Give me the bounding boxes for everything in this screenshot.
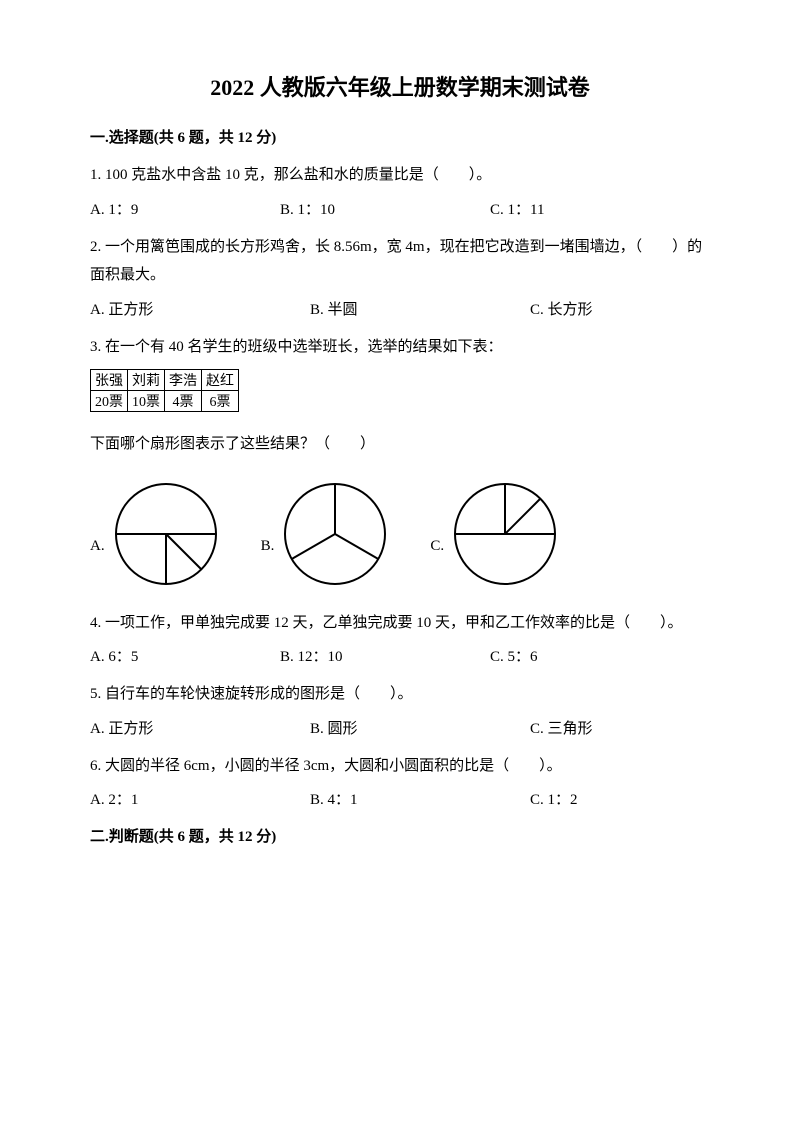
pie-option-c: C. xyxy=(430,479,560,589)
q6-option-c: C. 1：2 xyxy=(530,788,578,809)
question-5-text: 5. 自行车的车轮快速旋转形成的图形是（ ）。 xyxy=(90,680,710,709)
exam-title: 2022 人教版六年级上册数学期末测试卷 xyxy=(90,70,710,102)
question-5-options: A. 正方形 B. 圆形 C. 三角形 xyxy=(90,717,710,738)
question-3-text: 3. 在一个有 40 名学生的班级中选举班长，选举的结果如下表： xyxy=(90,333,710,362)
question-2-options: A. 正方形 B. 半圆 C. 长方形 xyxy=(90,298,710,319)
q1-option-b: B. 1：10 xyxy=(280,198,490,219)
q5-option-a: A. 正方形 xyxy=(90,717,310,738)
table-cell: 20票 xyxy=(91,391,128,412)
question-4-options: A. 6：5 B. 12：10 C. 5：6 xyxy=(90,645,710,666)
section-1-header: 一.选择题(共 6 题，共 12 分) xyxy=(90,126,710,147)
table-cell: 4票 xyxy=(165,391,202,412)
table-row: 张强 刘莉 李浩 赵红 xyxy=(91,370,239,391)
vote-table: 张强 刘莉 李浩 赵红 20票 10票 4票 6票 xyxy=(90,369,239,412)
table-header-cell: 张强 xyxy=(91,370,128,391)
q4-option-b: B. 12：10 xyxy=(280,645,490,666)
q5-option-c: C. 三角形 xyxy=(530,717,593,738)
question-3-text2: 下面哪个扇形图表示了这些结果？（ ） xyxy=(90,430,710,459)
exam-page: 2022 人教版六年级上册数学期末测试卷 一.选择题(共 6 题，共 12 分)… xyxy=(0,0,800,900)
question-4-text: 4. 一项工作，甲单独完成要 12 天，乙单独完成要 10 天，甲和乙工作效率的… xyxy=(90,609,710,638)
q6-option-a: A. 2：1 xyxy=(90,788,310,809)
q1-option-c: C. 1：11 xyxy=(490,198,670,219)
pie-label-c: C. xyxy=(430,538,444,589)
question-1-text: 1. 100 克盐水中含盐 10 克，那么盐和水的质量比是（ ）。 xyxy=(90,161,710,190)
question-1-options: A. 1：9 B. 1：10 C. 1：11 xyxy=(90,198,710,219)
question-6-text: 6. 大圆的半径 6cm，小圆的半径 3cm，大圆和小圆面积的比是（ ）。 xyxy=(90,752,710,781)
table-header-cell: 刘莉 xyxy=(128,370,165,391)
table-header-cell: 李浩 xyxy=(165,370,202,391)
q6-option-b: B. 4：1 xyxy=(310,788,530,809)
table-cell: 10票 xyxy=(128,391,165,412)
table-header-cell: 赵红 xyxy=(202,370,239,391)
question-2-text: 2. 一个用篱笆围成的长方形鸡舍，长 8.56m，宽 4m，现在把它改造到一堵围… xyxy=(90,233,710,290)
pie-chart-a-icon xyxy=(111,479,221,589)
q1-option-a: A. 1：9 xyxy=(90,198,280,219)
pie-option-b: B. xyxy=(261,479,391,589)
q4-option-c: C. 5：6 xyxy=(490,645,670,666)
question-6-options: A. 2：1 B. 4：1 C. 1：2 xyxy=(90,788,710,809)
pie-chart-b-icon xyxy=(280,479,390,589)
section-2-header: 二.判断题(共 6 题，共 12 分) xyxy=(90,825,710,846)
pie-label-b: B. xyxy=(261,538,275,589)
q5-option-b: B. 圆形 xyxy=(310,717,530,738)
table-row: 20票 10票 4票 6票 xyxy=(91,391,239,412)
q2-option-a: A. 正方形 xyxy=(90,298,310,319)
pie-label-a: A. xyxy=(90,538,105,589)
table-cell: 6票 xyxy=(202,391,239,412)
pie-chart-c-icon xyxy=(450,479,560,589)
pie-option-a: A. xyxy=(90,479,221,589)
q2-option-c: C. 长方形 xyxy=(530,298,593,319)
q4-option-a: A. 6：5 xyxy=(90,645,280,666)
q2-option-b: B. 半圆 xyxy=(310,298,530,319)
pie-charts-row: A. B. C. xyxy=(90,479,710,589)
